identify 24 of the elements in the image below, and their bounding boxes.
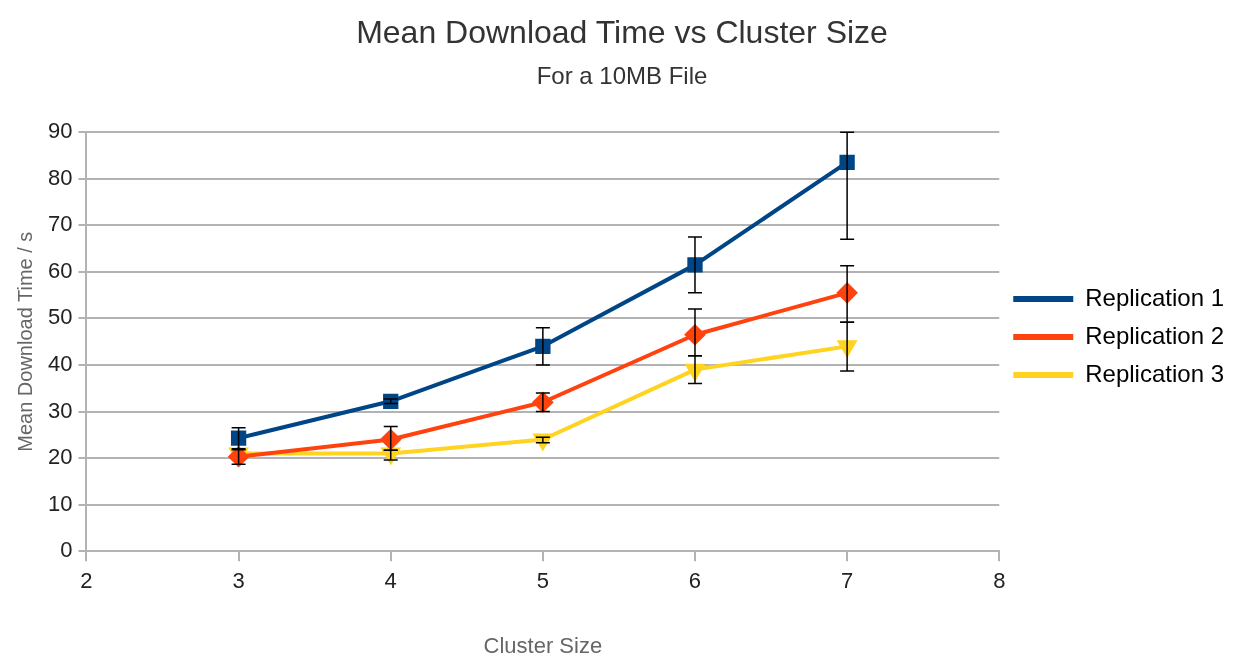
legend-label: Replication 3 <box>1085 359 1224 387</box>
y-tick-label: 20 <box>47 444 73 470</box>
chart-title: Mean Download Time vs Cluster Size <box>356 14 888 51</box>
legend-label: Replication 1 <box>1085 283 1224 311</box>
x-tick-label: 3 <box>232 568 245 594</box>
y-tick-label: 50 <box>47 304 73 330</box>
y-tick-label: 90 <box>47 118 73 144</box>
y-tick-label: 40 <box>47 351 73 377</box>
y-tick-label: 10 <box>47 490 73 516</box>
x-tick-label: 4 <box>384 568 397 594</box>
y-axis-title: Mean Download Time / s <box>13 231 36 452</box>
y-tick-label: 80 <box>47 164 73 190</box>
chart-subtitle: For a 10MB File <box>536 62 708 90</box>
y-tick-label: 70 <box>47 211 73 237</box>
y-tick-label: 60 <box>47 257 73 283</box>
legend-label: Replication 2 <box>1085 321 1224 349</box>
x-tick-label: 2 <box>80 568 93 594</box>
x-axis-title: Cluster Size <box>483 632 603 658</box>
y-tick-label: 0 <box>60 537 73 563</box>
x-tick-label: 8 <box>993 568 1006 594</box>
x-tick-label: 6 <box>688 568 702 594</box>
y-tick-label: 30 <box>47 397 73 423</box>
x-tick-label: 5 <box>536 568 549 594</box>
x-tick-label: 7 <box>841 568 854 594</box>
